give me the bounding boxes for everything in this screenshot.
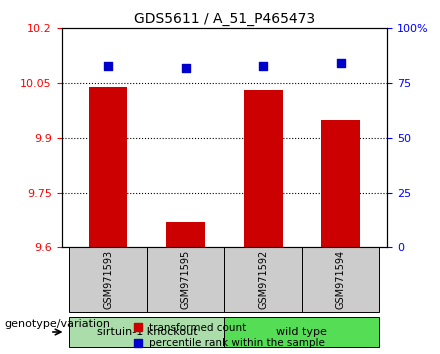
Text: GSM971595: GSM971595 — [181, 250, 191, 309]
Bar — [321, 120, 360, 247]
Point — [260, 63, 267, 68]
FancyBboxPatch shape — [147, 247, 224, 312]
Text: sirtuin-1 knockout: sirtuin-1 knockout — [96, 327, 197, 337]
FancyBboxPatch shape — [70, 317, 224, 347]
Text: GSM971593: GSM971593 — [103, 250, 113, 309]
FancyBboxPatch shape — [224, 247, 302, 312]
Bar — [166, 222, 205, 247]
Text: wild type: wild type — [276, 327, 327, 337]
FancyBboxPatch shape — [70, 247, 147, 312]
Text: GSM971594: GSM971594 — [336, 250, 346, 309]
Legend: transformed count, percentile rank within the sample: transformed count, percentile rank withi… — [129, 319, 329, 352]
FancyBboxPatch shape — [302, 247, 379, 312]
Bar — [244, 90, 282, 247]
Point — [105, 63, 112, 68]
Point — [182, 65, 189, 70]
FancyBboxPatch shape — [224, 317, 379, 347]
Point — [337, 61, 344, 66]
Bar — [89, 87, 128, 247]
Title: GDS5611 / A_51_P465473: GDS5611 / A_51_P465473 — [134, 12, 315, 26]
Text: GSM971592: GSM971592 — [258, 250, 268, 309]
Text: genotype/variation: genotype/variation — [4, 319, 110, 329]
